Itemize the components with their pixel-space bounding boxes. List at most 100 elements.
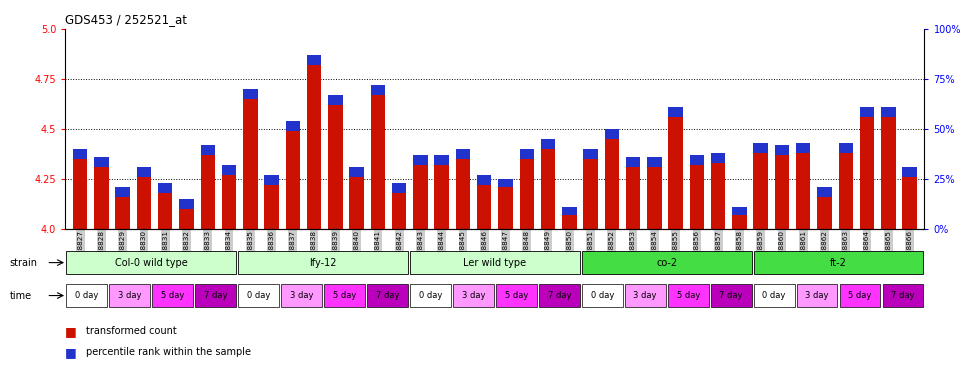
Bar: [519, 159, 534, 229]
Bar: [349, 167, 364, 177]
Bar: [668, 107, 683, 117]
Bar: [286, 131, 300, 229]
Bar: [94, 157, 108, 167]
Bar: [668, 117, 683, 229]
Bar: [413, 155, 427, 165]
Bar: [153, 284, 193, 307]
Text: co-2: co-2: [656, 258, 678, 268]
Bar: [881, 107, 896, 117]
Bar: [626, 167, 640, 229]
Bar: [519, 149, 534, 159]
Bar: [625, 284, 665, 307]
Bar: [902, 177, 917, 229]
Bar: [817, 187, 831, 197]
Bar: [796, 143, 810, 153]
Bar: [392, 183, 406, 193]
Bar: [73, 149, 87, 159]
Text: 3 day: 3 day: [805, 291, 828, 300]
Bar: [180, 199, 194, 209]
Bar: [367, 284, 408, 307]
Bar: [775, 155, 789, 229]
Bar: [540, 139, 555, 149]
Text: GDS453 / 252521_at: GDS453 / 252521_at: [65, 13, 187, 26]
Bar: [732, 215, 747, 229]
Bar: [307, 55, 322, 65]
Bar: [496, 284, 537, 307]
Bar: [754, 284, 795, 307]
Bar: [94, 167, 108, 229]
Bar: [201, 155, 215, 229]
Bar: [136, 177, 151, 229]
Bar: [238, 251, 408, 274]
Bar: [456, 149, 470, 159]
Bar: [838, 153, 853, 229]
Text: 5 day: 5 day: [677, 291, 700, 300]
Bar: [563, 207, 577, 215]
Bar: [238, 284, 279, 307]
Text: ■: ■: [65, 325, 77, 338]
Bar: [626, 157, 640, 167]
Bar: [775, 145, 789, 155]
Bar: [264, 185, 278, 229]
Text: 0 day: 0 day: [762, 291, 786, 300]
Bar: [477, 185, 492, 229]
Bar: [584, 159, 598, 229]
Bar: [563, 215, 577, 229]
Bar: [584, 149, 598, 159]
Bar: [413, 165, 427, 229]
Bar: [180, 209, 194, 229]
Bar: [66, 251, 236, 274]
Bar: [540, 149, 555, 229]
Bar: [158, 193, 173, 229]
Bar: [689, 165, 704, 229]
Bar: [797, 284, 837, 307]
Bar: [371, 95, 385, 229]
Text: 0 day: 0 day: [419, 291, 443, 300]
Bar: [115, 187, 130, 197]
Text: ft-2: ft-2: [830, 258, 847, 268]
Bar: [328, 105, 343, 229]
Text: 0 day: 0 day: [590, 291, 614, 300]
Bar: [201, 145, 215, 155]
Text: percentile rank within the sample: percentile rank within the sample: [86, 347, 252, 357]
Bar: [605, 129, 619, 139]
Text: 7 day: 7 day: [375, 291, 399, 300]
Bar: [582, 251, 752, 274]
Bar: [243, 99, 257, 229]
Bar: [66, 284, 108, 307]
Bar: [732, 207, 747, 215]
Bar: [453, 284, 493, 307]
Text: Col-0 wild type: Col-0 wild type: [115, 258, 187, 268]
Bar: [754, 143, 768, 153]
Text: 3 day: 3 day: [462, 291, 485, 300]
Text: 7 day: 7 day: [719, 291, 743, 300]
Bar: [796, 153, 810, 229]
Bar: [539, 284, 580, 307]
Bar: [264, 175, 278, 185]
Bar: [817, 197, 831, 229]
Text: 5 day: 5 day: [849, 291, 872, 300]
Bar: [711, 163, 726, 229]
Bar: [860, 117, 875, 229]
Bar: [115, 197, 130, 229]
Bar: [605, 139, 619, 229]
Bar: [477, 175, 492, 185]
Bar: [73, 159, 87, 229]
Bar: [435, 165, 449, 229]
Text: 7 day: 7 day: [547, 291, 571, 300]
Text: 0 day: 0 day: [247, 291, 271, 300]
Bar: [498, 187, 513, 229]
Bar: [711, 153, 726, 163]
Bar: [882, 284, 924, 307]
Bar: [349, 177, 364, 229]
Bar: [902, 167, 917, 177]
Bar: [838, 143, 853, 153]
Bar: [840, 284, 880, 307]
Text: 3 day: 3 day: [118, 291, 141, 300]
Bar: [689, 155, 704, 165]
Text: 0 day: 0 day: [75, 291, 99, 300]
Text: time: time: [10, 291, 32, 300]
Bar: [860, 107, 875, 117]
Text: transformed count: transformed count: [86, 326, 178, 336]
Text: 7 day: 7 day: [204, 291, 228, 300]
